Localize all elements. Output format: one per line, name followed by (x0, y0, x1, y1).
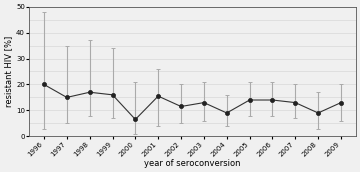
X-axis label: year of seroconversion: year of seroconversion (144, 159, 241, 168)
Y-axis label: resistant HIV [%]: resistant HIV [%] (4, 36, 13, 107)
